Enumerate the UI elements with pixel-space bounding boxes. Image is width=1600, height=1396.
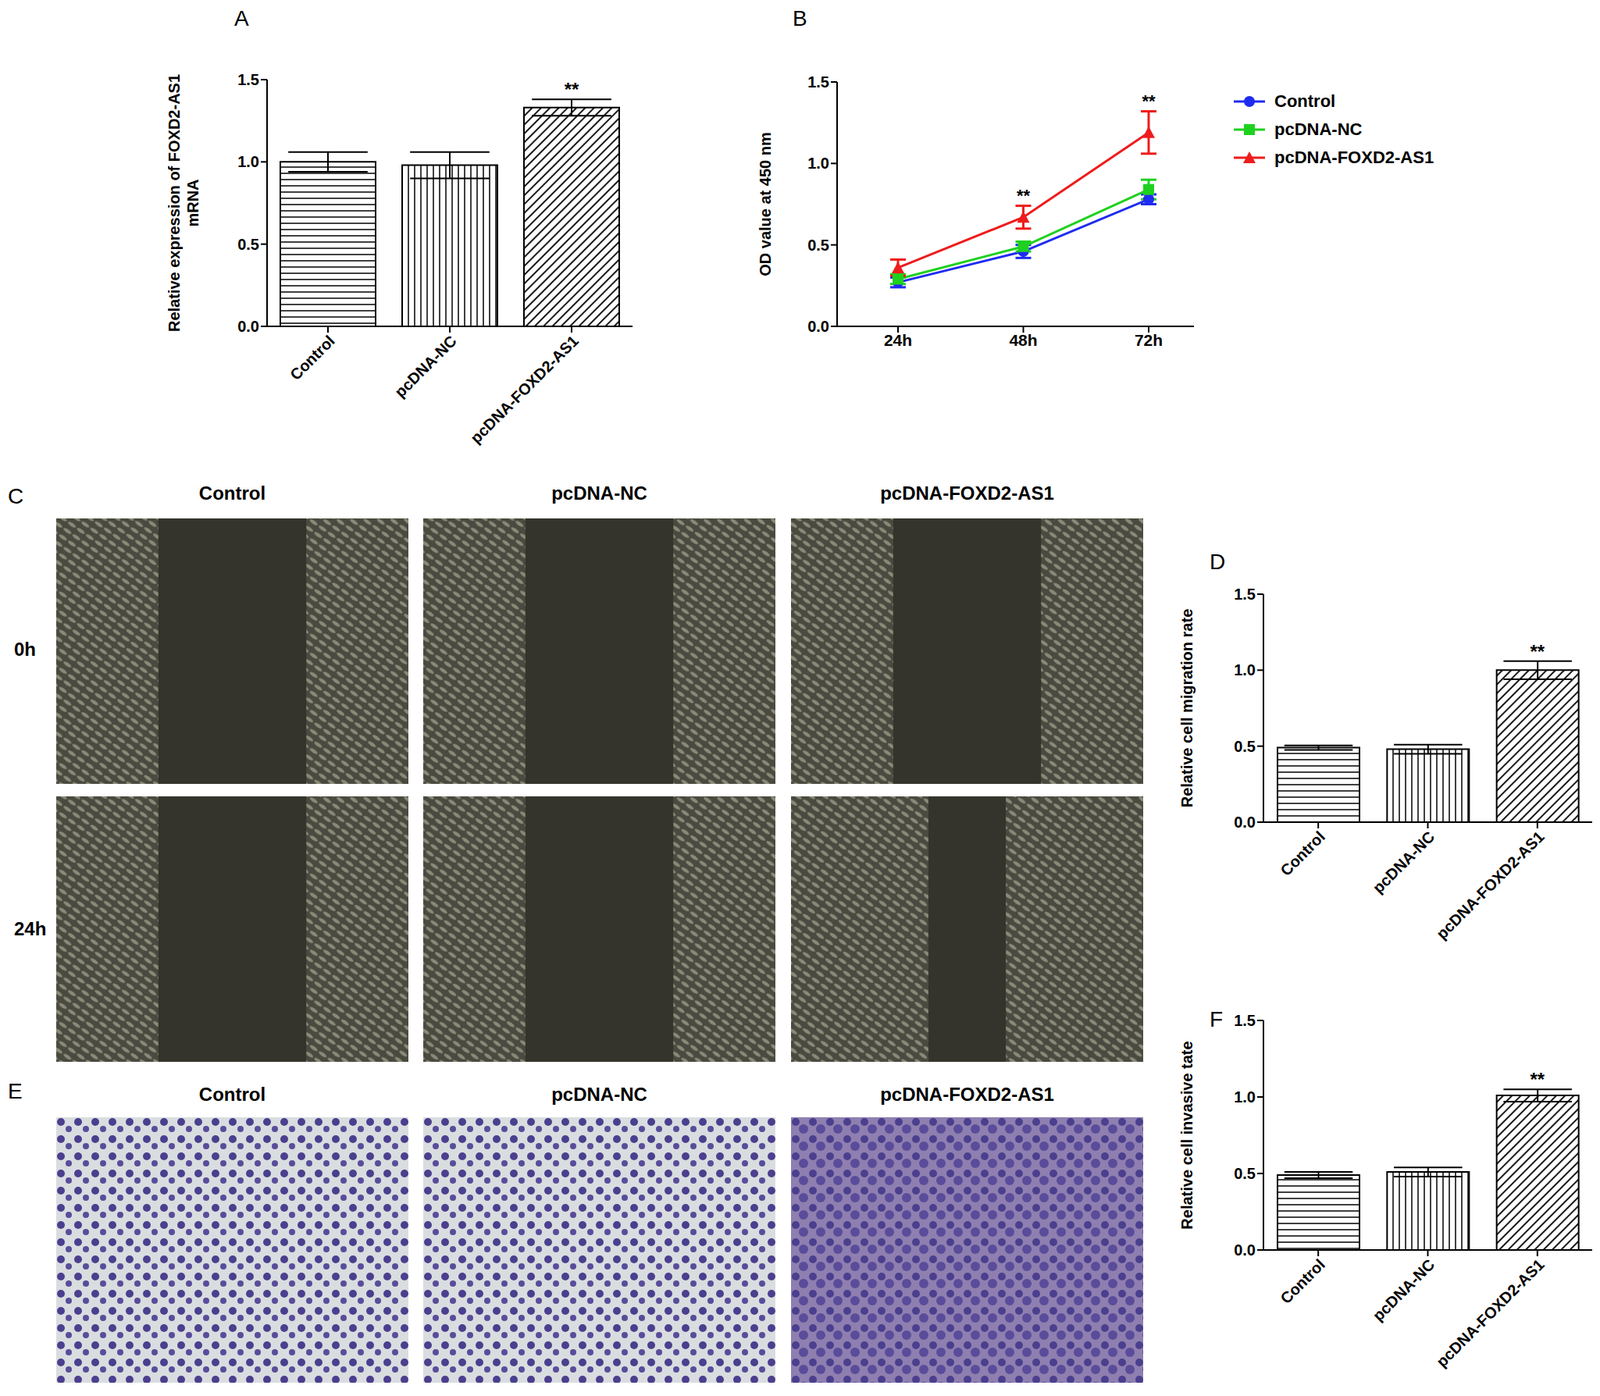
- html-text:Control: Control: [198, 482, 266, 504]
- html-text:pcDNA-NC: pcDNA-NC: [551, 482, 648, 504]
- svg-text:0.5: 0.5: [807, 236, 830, 254]
- html-text:F: F: [1209, 1007, 1223, 1032]
- svg-text:pcDNA-NC: pcDNA-NC: [1369, 1255, 1439, 1325]
- svg-text:0.0: 0.0: [1233, 1241, 1256, 1259]
- svg-text:**: **: [1529, 641, 1545, 663]
- svg-text:Control: Control: [1276, 827, 1329, 880]
- svg-text:pcDNA-NC: pcDNA-NC: [1369, 827, 1439, 897]
- svg-text:1.5: 1.5: [1233, 585, 1256, 603]
- svg-text:0.0: 0.0: [807, 317, 830, 335]
- svg-text:1.0: 1.0: [807, 154, 830, 172]
- svg-text:0.5: 0.5: [1233, 737, 1256, 756]
- html-text:pcDNA-NC: pcDNA-NC: [551, 1083, 648, 1105]
- svg-text:24h: 24h: [883, 331, 913, 350]
- html-text:pcDNA-FOXD2-AS1: pcDNA-FOXD2-AS1: [880, 1083, 1055, 1105]
- svg-text:Relative expression of FOXD2-A: Relative expression of FOXD2-AS1: [167, 74, 183, 332]
- svg-text:0.0: 0.0: [1233, 813, 1256, 831]
- html-text:pcDNA-FOXD2-AS1: pcDNA-FOXD2-AS1: [1274, 147, 1434, 168]
- svg-text:pcDNA-FOXD2-AS1: pcDNA-FOXD2-AS1: [1432, 827, 1548, 943]
- svg-text:Control: Control: [286, 331, 339, 384]
- svg-text:1.0: 1.0: [1233, 1088, 1256, 1106]
- svg-text:**: **: [564, 78, 580, 100]
- svg-text:1.5: 1.5: [1233, 1012, 1256, 1030]
- svg-text:pcDNA-FOXD2-AS1: pcDNA-FOXD2-AS1: [1432, 1255, 1548, 1371]
- html-text:C: C: [7, 484, 24, 509]
- svg-text:0.5: 0.5: [1233, 1165, 1256, 1183]
- svg-text:Relative cell invasive tate: Relative cell invasive tate: [1178, 1040, 1196, 1230]
- svg-text:48h: 48h: [1008, 331, 1037, 350]
- svg-text:**: **: [1529, 1069, 1545, 1091]
- svg-text:pcDNA-NC: pcDNA-NC: [391, 331, 460, 401]
- svg-text:OD value at 450 nm: OD value at 450 nm: [756, 131, 774, 277]
- svg-text:1.5: 1.5: [237, 71, 260, 89]
- svg-text:pcDNA-FOXD2-AS1: pcDNA-FOXD2-AS1: [466, 331, 582, 447]
- svg-text:0.0: 0.0: [237, 317, 260, 335]
- svg-text:mRNA: mRNA: [184, 178, 202, 227]
- html-text:pcDNA-FOXD2-AS1: pcDNA-FOXD2-AS1: [880, 482, 1055, 504]
- svg-text:1.0: 1.0: [237, 153, 260, 171]
- svg-text:72h: 72h: [1134, 331, 1163, 350]
- html-text:24h: 24h: [14, 918, 47, 940]
- svg-text:**: **: [1016, 185, 1031, 206]
- html-text:A: A: [234, 6, 249, 31]
- html-text:Control: Control: [1274, 91, 1336, 111]
- html-text:D: D: [1209, 549, 1226, 574]
- svg-text:1.5: 1.5: [807, 73, 830, 91]
- svg-text:**: **: [1141, 91, 1156, 111]
- svg-text:Relative cell migration rate: Relative cell migration rate: [1178, 609, 1196, 809]
- svg-text:0.5: 0.5: [237, 235, 260, 254]
- svg-text:1.0: 1.0: [1233, 661, 1256, 679]
- html-text:0h: 0h: [14, 638, 36, 660]
- html-text:E: E: [7, 1079, 23, 1104]
- html-text:Control: Control: [198, 1083, 266, 1105]
- html-text:pcDNA-NC: pcDNA-NC: [1274, 119, 1363, 139]
- svg-text:Control: Control: [1276, 1255, 1329, 1308]
- html-text:B: B: [792, 6, 808, 31]
